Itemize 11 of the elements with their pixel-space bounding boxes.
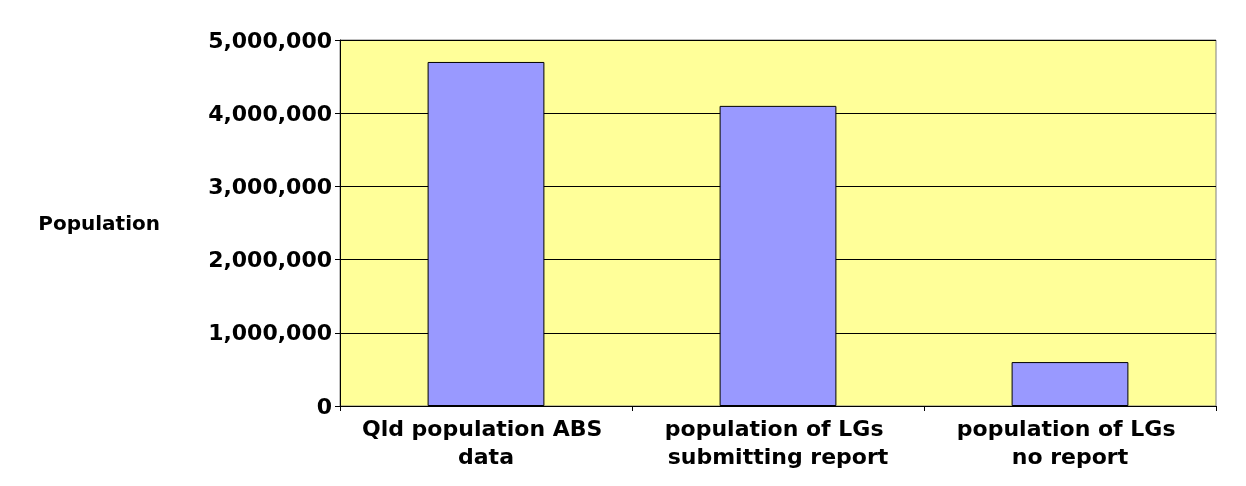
y-tick-label: 4,000,000 xyxy=(208,100,332,126)
y-tick-label: 3,000,000 xyxy=(208,173,332,199)
y-axis-title: Population xyxy=(38,211,160,235)
y-tick-label: 1,000,000 xyxy=(208,320,332,346)
bar xyxy=(1011,362,1129,406)
y-tick-label: 5,000,000 xyxy=(208,27,332,53)
x-tick-label: population of LGs no report xyxy=(956,415,1184,469)
x-tick-label: population of LGs submitting report xyxy=(664,415,892,469)
y-tick-label: 2,000,000 xyxy=(208,247,332,273)
y-tick-label: 0 xyxy=(316,393,332,419)
x-tick-label: Qld population ABS data xyxy=(361,415,611,469)
